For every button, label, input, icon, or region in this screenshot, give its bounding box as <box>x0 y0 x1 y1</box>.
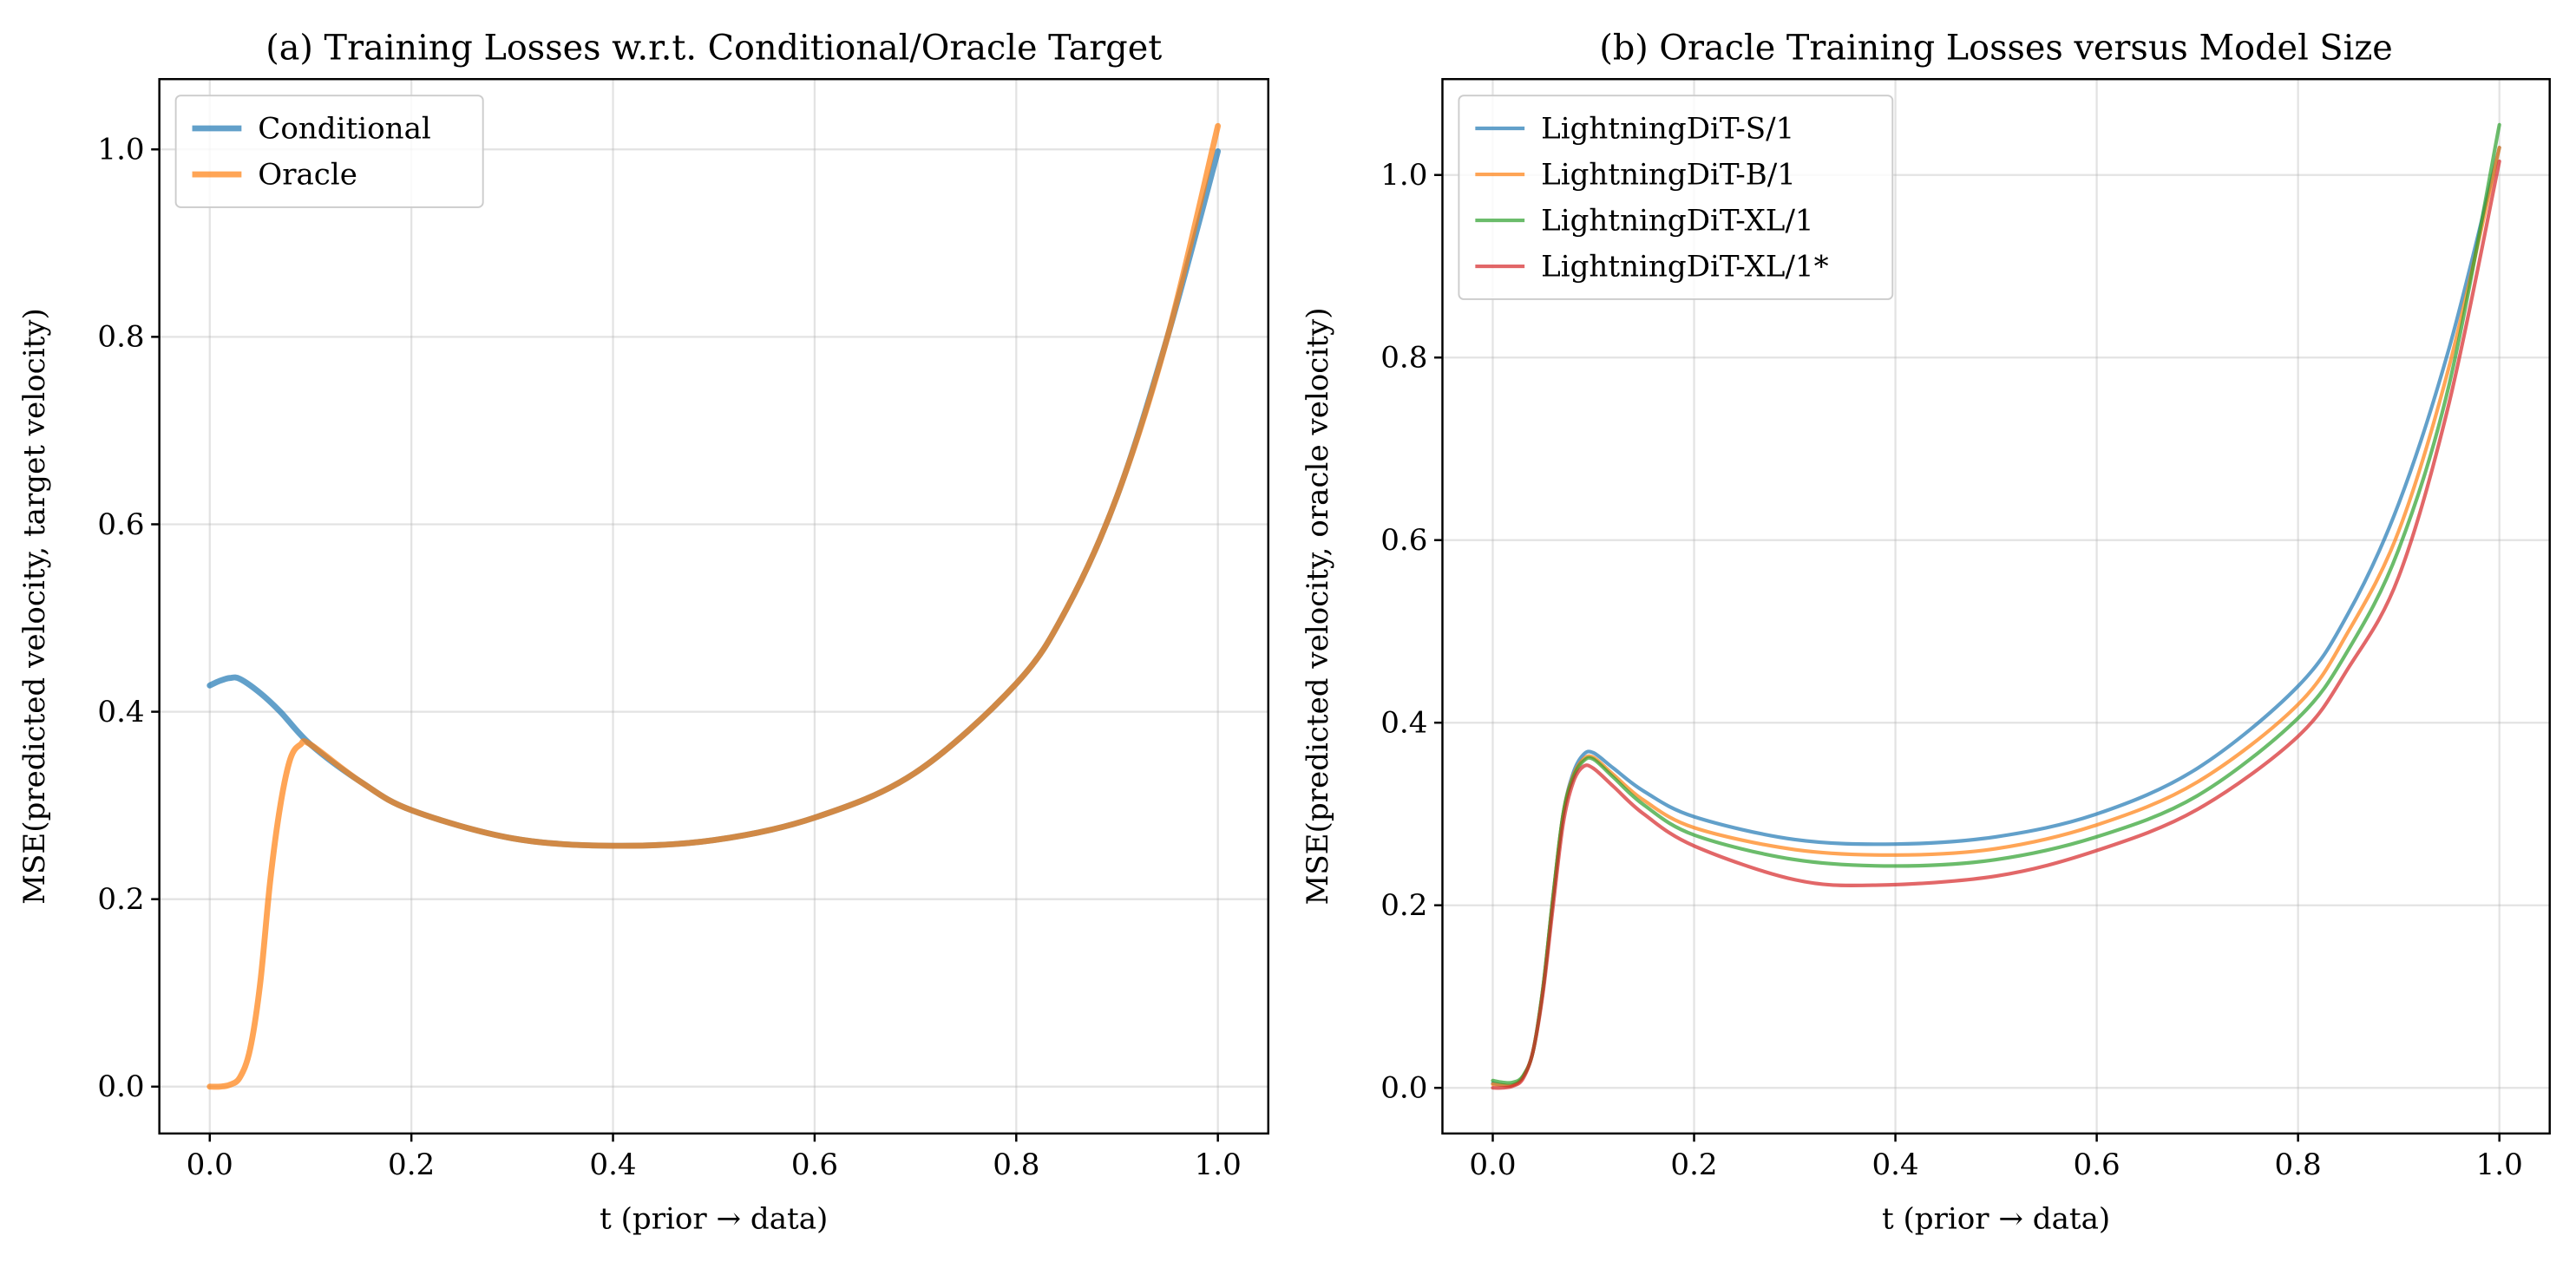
chart-title: (a) Training Losses w.r.t. Conditional/O… <box>265 28 1162 68</box>
x-axis-label: t (prior → data) <box>1882 1202 2110 1237</box>
y-tick-label: 0.4 <box>1380 706 1427 741</box>
x-tick-label: 0.6 <box>2074 1148 2120 1182</box>
legend-box <box>1458 95 1894 300</box>
y-tick-label: 1.0 <box>1380 158 1427 193</box>
chart-title: (b) Oracle Training Losses versus Model … <box>1599 28 2393 68</box>
y-tick-label: 0.2 <box>97 882 144 917</box>
y-tick-label: 0.6 <box>1380 523 1427 558</box>
x-tick-label: 1.0 <box>2476 1148 2523 1182</box>
y-tick-label: 0.0 <box>1380 1071 1427 1106</box>
x-tick-label: 0.8 <box>2275 1148 2322 1182</box>
x-axis-label: t (prior → data) <box>600 1202 828 1237</box>
legend: Conditional Oracle <box>174 95 484 208</box>
series-line-oracle <box>206 122 1222 1090</box>
panel-a: (a) Training Losses w.r.t. Conditional/O… <box>17 28 1270 1237</box>
x-tick-label: 1.0 <box>1195 1148 1242 1182</box>
x-tick-label: 0.4 <box>589 1148 636 1182</box>
y-tick-label: 0.2 <box>1380 888 1427 923</box>
axes-frame <box>158 77 1270 1135</box>
y-axis-label: MSE(predicted velocity, oracle velocity) <box>1301 307 1335 905</box>
x-tick-label: 0.2 <box>1670 1148 1717 1182</box>
legend-label: Conditional <box>258 111 431 146</box>
x-tick-label: 0.4 <box>1871 1148 1918 1182</box>
series-line-conditional <box>206 148 1222 849</box>
y-tick-label: 0.8 <box>1380 341 1427 376</box>
x-tick-label: 0.2 <box>388 1148 435 1182</box>
grid <box>159 79 1268 1134</box>
legend-label: LightningDiT-S/1 <box>1541 111 1794 146</box>
x-tick-label: 0.0 <box>1469 1148 1516 1182</box>
y-tick-label: 0.0 <box>97 1069 144 1104</box>
y-tick-label: 0.8 <box>97 320 144 355</box>
y-axis-label: MSE(predicted velocity, target velocity) <box>17 308 52 905</box>
legend-label: LightningDiT-XL/1* <box>1541 249 1829 284</box>
axes-frame <box>1441 77 2551 1135</box>
legend-label: Oracle <box>258 157 357 192</box>
x-tick-label: 0.8 <box>993 1148 1039 1182</box>
series-line-lightningdit-xl-1- <box>1491 159 2501 1090</box>
panel-b: (b) Oracle Training Losses versus Model … <box>1301 28 2551 1237</box>
legend-label: LightningDiT-B/1 <box>1541 157 1796 192</box>
legend: LightningDiT-S/1 LightningDiT-B/1 Lightnin… <box>1458 95 1894 300</box>
legend-label: LightningDiT-XL/1 <box>1541 203 1814 238</box>
y-tick-label: 1.0 <box>97 133 144 167</box>
legend-box <box>174 95 484 208</box>
x-tick-label: 0.6 <box>791 1148 838 1182</box>
y-tick-label: 0.4 <box>97 695 144 729</box>
x-tick-label: 0.0 <box>187 1148 233 1182</box>
y-tick-label: 0.6 <box>97 507 144 542</box>
